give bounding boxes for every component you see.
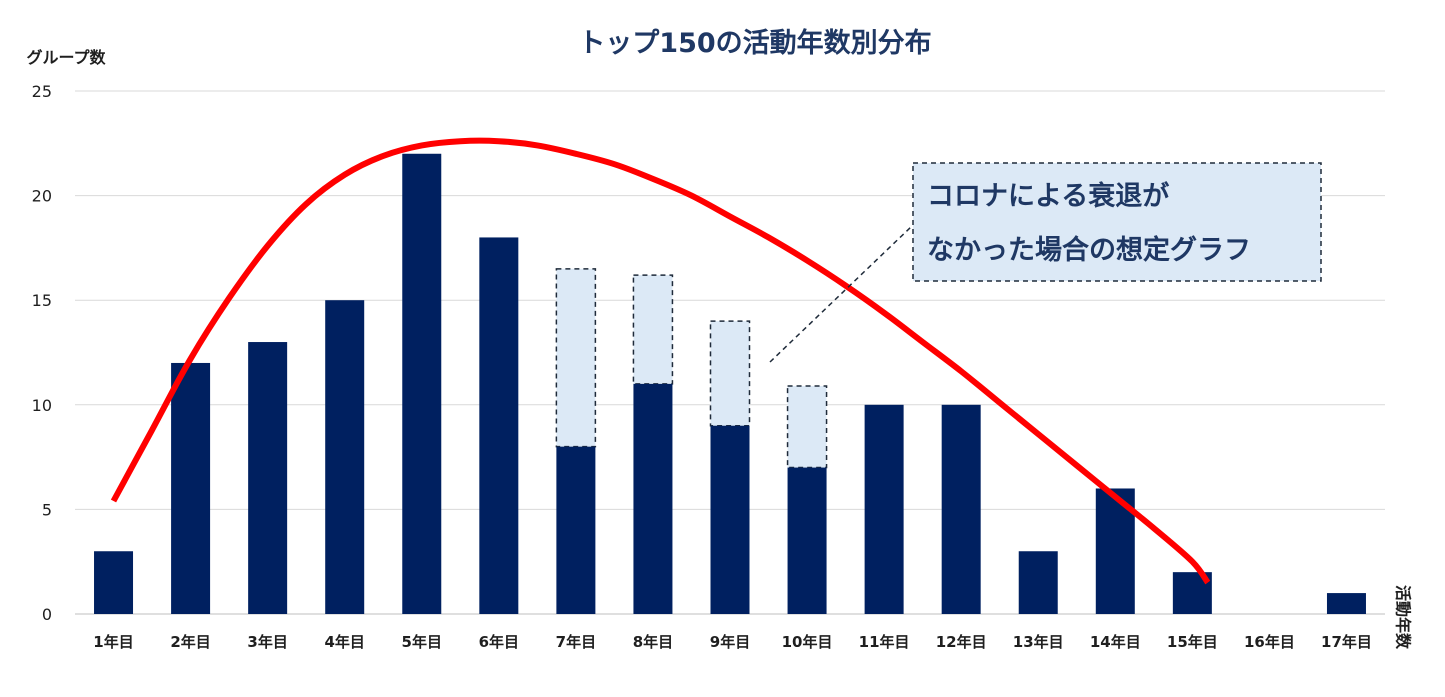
chart-title: トップ150の活動年数別分布 xyxy=(578,27,931,59)
x-tick-label: 17年目 xyxy=(1321,633,1372,651)
x-tick-label: 10年目 xyxy=(782,633,833,651)
bar xyxy=(556,446,596,614)
bar xyxy=(402,153,442,614)
x-tick-label: 11年目 xyxy=(859,633,910,651)
y-axis-ticks: 0 5 10 15 20 25 xyxy=(32,82,52,624)
bar xyxy=(787,467,827,614)
bar xyxy=(941,404,981,614)
bar xyxy=(1018,551,1058,614)
bar xyxy=(633,383,673,614)
annotation-text-line-2: なかった場合の想定グラフ xyxy=(927,234,1251,266)
x-tick-label: 6年目 xyxy=(479,633,519,651)
x-tick-label: 4年目 xyxy=(324,633,364,651)
hypothetical-bar xyxy=(786,385,828,469)
x-tick-label: 3年目 xyxy=(247,633,287,651)
bar xyxy=(1326,593,1366,614)
x-tick-label: 2年目 xyxy=(170,633,210,651)
bar xyxy=(94,551,134,614)
x-tick-label: 12年目 xyxy=(936,633,987,651)
x-tick-label: 8年目 xyxy=(633,633,673,651)
y-axis-label: グループ数 xyxy=(26,48,106,67)
bar xyxy=(325,300,365,614)
x-tick-label: 9年目 xyxy=(710,633,750,651)
hypothetical-bar xyxy=(555,268,597,448)
hypothetical-bar xyxy=(709,320,751,427)
y-tick-label: 25 xyxy=(32,82,52,101)
bar xyxy=(171,362,211,614)
annotation-text-line-1: コロナによる衰退が xyxy=(927,180,1169,212)
x-tick-label: 13年目 xyxy=(1013,633,1064,651)
annotation-leader-line xyxy=(769,225,913,363)
x-axis-label: 活動年数 xyxy=(1394,585,1413,650)
annotation-box xyxy=(912,162,1322,282)
x-tick-label: 14年目 xyxy=(1090,633,1141,651)
hypothetical-bar xyxy=(632,274,674,385)
y-tick-label: 0 xyxy=(42,605,52,624)
bar xyxy=(479,237,519,614)
y-tick-label: 15 xyxy=(32,291,52,310)
annotation: コロナによる衰退が なかった場合の想定グラフ xyxy=(769,162,1322,363)
y-tick-label: 20 xyxy=(32,187,52,206)
x-tick-label: 5年目 xyxy=(402,633,442,651)
bar xyxy=(248,342,288,614)
x-axis-ticks: 1年目 2年目 3年目 4年目 5年目 6年目 7年目 8年目 9年目 10年目 11年目 12年目 1… xyxy=(93,633,1372,651)
x-tick-label: 7年目 xyxy=(556,633,596,651)
x-tick-label: 1年目 xyxy=(93,633,133,651)
bars xyxy=(94,153,1366,614)
trend-curve xyxy=(110,137,1211,585)
trend-curve-group xyxy=(110,137,1211,585)
x-tick-label: 16年目 xyxy=(1244,633,1295,651)
bar xyxy=(864,404,904,614)
bar xyxy=(710,425,750,614)
y-tick-label: 5 xyxy=(42,500,52,519)
y-tick-label: 10 xyxy=(32,396,52,415)
x-tick-label: 15年目 xyxy=(1167,633,1218,651)
